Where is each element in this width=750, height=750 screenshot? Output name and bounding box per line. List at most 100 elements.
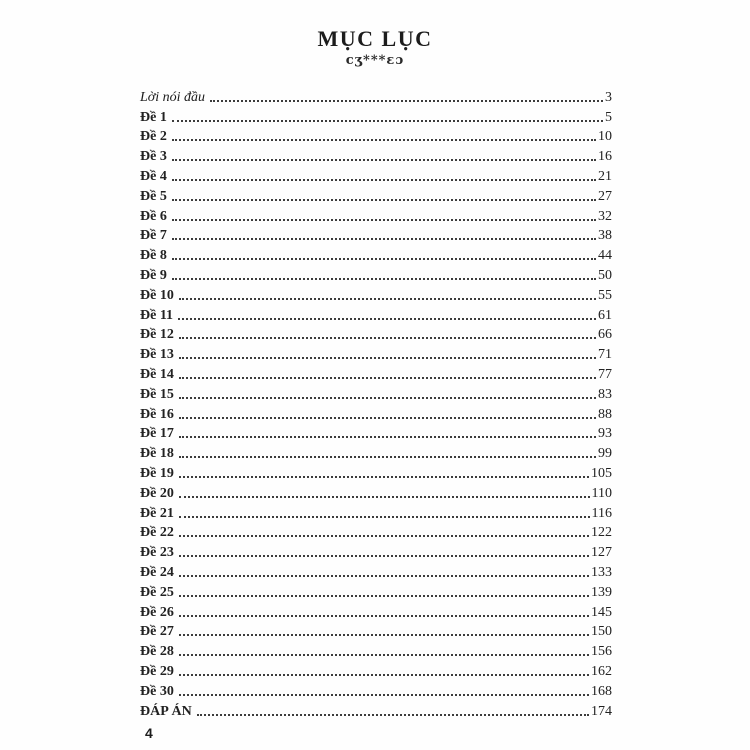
toc-entry-page: 145 — [591, 604, 612, 620]
dot-leader — [178, 357, 596, 360]
toc-entry-label: Đề 10 — [140, 287, 174, 303]
toc-entry-label: Đề 16 — [140, 406, 174, 422]
dot-leader — [178, 416, 596, 419]
toc-entry: Đề 9 50 — [140, 264, 612, 284]
toc-entry-label: Đề 2 — [140, 129, 167, 145]
toc-entry: Đề 3 16 — [140, 145, 612, 165]
toc-entry: Đề 7 38 — [140, 225, 612, 245]
dot-leader — [178, 495, 590, 498]
toc-entry-page: 168 — [591, 683, 612, 699]
toc-entry: Đề 5 27 — [140, 185, 612, 205]
toc-entry: Đề 19 105 — [140, 462, 612, 482]
toc-entry-label: Đề 6 — [140, 208, 167, 224]
dot-leader — [178, 693, 589, 696]
toc-entry: Đề 13 71 — [140, 343, 612, 363]
toc-entry: Đề 11 61 — [140, 304, 612, 324]
toc-entry-page: 50 — [598, 267, 612, 283]
folio-page-number: 4 — [145, 725, 153, 741]
dot-leader — [178, 475, 589, 478]
toc-entry-label: Đề 26 — [140, 604, 174, 620]
toc-entry-label: Đề 7 — [140, 228, 167, 244]
dot-leader — [178, 614, 589, 617]
toc-entry-label: Đề 9 — [140, 267, 167, 283]
toc-entry-label: Đề 28 — [140, 644, 174, 660]
toc-entry-page: 16 — [598, 149, 612, 165]
toc-entry: Đề 2 10 — [140, 126, 612, 146]
toc-entry-page: 105 — [591, 465, 612, 481]
page-title: MỤC LỤC — [317, 26, 433, 51]
toc-entry-label: Đề 14 — [140, 366, 174, 382]
toc-entry-page: 61 — [598, 307, 612, 323]
toc-entry-label: Đề 5 — [140, 188, 167, 204]
dot-leader — [178, 376, 596, 379]
toc-entry-label: Đề 19 — [140, 465, 174, 481]
toc-entry: Đề 1 5 — [140, 106, 612, 126]
toc-entry-page: 55 — [598, 287, 612, 303]
toc-entry: Đề 27 150 — [140, 621, 612, 641]
toc-entry-page: 139 — [591, 584, 612, 600]
toc-entry-label: Đề 12 — [140, 327, 174, 343]
toc-entry-page: 66 — [598, 327, 612, 343]
toc-entry-label: Đề 8 — [140, 248, 167, 264]
toc-entry-label: Đề 18 — [140, 446, 174, 462]
toc-entry: Lời nói đầu 3 — [140, 86, 612, 106]
toc-entry-page: 116 — [591, 505, 612, 521]
toc-entry-page: 133 — [591, 564, 612, 580]
toc-entry-label: Đề 1 — [140, 109, 167, 125]
toc-entry: Đề 17 93 — [140, 423, 612, 443]
toc-entry-page: 93 — [598, 426, 612, 442]
dot-leader — [171, 277, 596, 280]
toc-entry-label: Đề 27 — [140, 624, 174, 640]
toc-entry: Đề 10 55 — [140, 284, 612, 304]
toc-entry-page: 150 — [591, 624, 612, 640]
toc-entry: Đề 18 99 — [140, 442, 612, 462]
dot-leader — [171, 238, 596, 241]
toc-entry-label: Đề 3 — [140, 149, 167, 165]
toc-entry-page: 77 — [598, 366, 612, 382]
toc-entry: Đề 16 88 — [140, 403, 612, 423]
dot-leader — [171, 139, 596, 142]
toc-list: Lời nói đầu 3 Đề 1 5 Đề 2 10 Đề 3 16 Đề … — [140, 86, 612, 720]
dot-leader — [171, 178, 596, 181]
dot-leader — [178, 456, 596, 459]
dot-leader — [171, 218, 596, 221]
dot-leader — [178, 574, 589, 577]
toc-entry-page: 5 — [605, 109, 612, 125]
toc-entry-page: 10 — [598, 129, 612, 145]
toc-entry-label: Đề 22 — [140, 525, 174, 541]
toc-entry-label: Đề 13 — [140, 347, 174, 363]
toc-entry-label: Đề 21 — [140, 505, 174, 521]
toc-entry-page: 174 — [591, 703, 612, 719]
toc-entry: Đề 20 110 — [140, 482, 612, 502]
toc-entry: Đề 24 133 — [140, 561, 612, 581]
dot-leader — [178, 535, 589, 538]
toc-entry-page: 99 — [598, 446, 612, 462]
toc-entry-page: 88 — [598, 406, 612, 422]
toc-entry: Đề 4 21 — [140, 165, 612, 185]
dot-leader — [171, 258, 596, 261]
toc-entry: Đề 26 145 — [140, 601, 612, 621]
toc-entry-label: Đề 29 — [140, 663, 174, 679]
dot-leader — [210, 99, 603, 102]
toc-entry-page: 162 — [591, 663, 612, 679]
toc-entry-page: 110 — [591, 485, 612, 501]
dot-leader — [178, 515, 590, 518]
toc-entry: Đề 21 116 — [140, 502, 612, 522]
toc-entry-page: 156 — [591, 644, 612, 660]
dot-leader — [178, 673, 589, 676]
toc-entry: Đề 25 139 — [140, 581, 612, 601]
toc-entry: ĐÁP ÁN 174 — [140, 700, 612, 720]
dot-leader — [171, 119, 603, 122]
toc-entry-label: Đề 24 — [140, 564, 174, 580]
toc-entry-page: 27 — [598, 188, 612, 204]
toc-entry-page: 71 — [598, 347, 612, 363]
toc-entry-page: 83 — [598, 386, 612, 402]
toc-entry-label: Đề 4 — [140, 168, 167, 184]
toc-entry-label: Đề 17 — [140, 426, 174, 442]
toc-entry: Đề 29 162 — [140, 660, 612, 680]
toc-entry: Đề 6 32 — [140, 205, 612, 225]
title-ornament: cʒ***ɛɔ — [345, 53, 405, 68]
dot-leader — [178, 396, 596, 399]
toc-entry-page: 38 — [598, 228, 612, 244]
toc-entry-page: 3 — [605, 89, 612, 105]
